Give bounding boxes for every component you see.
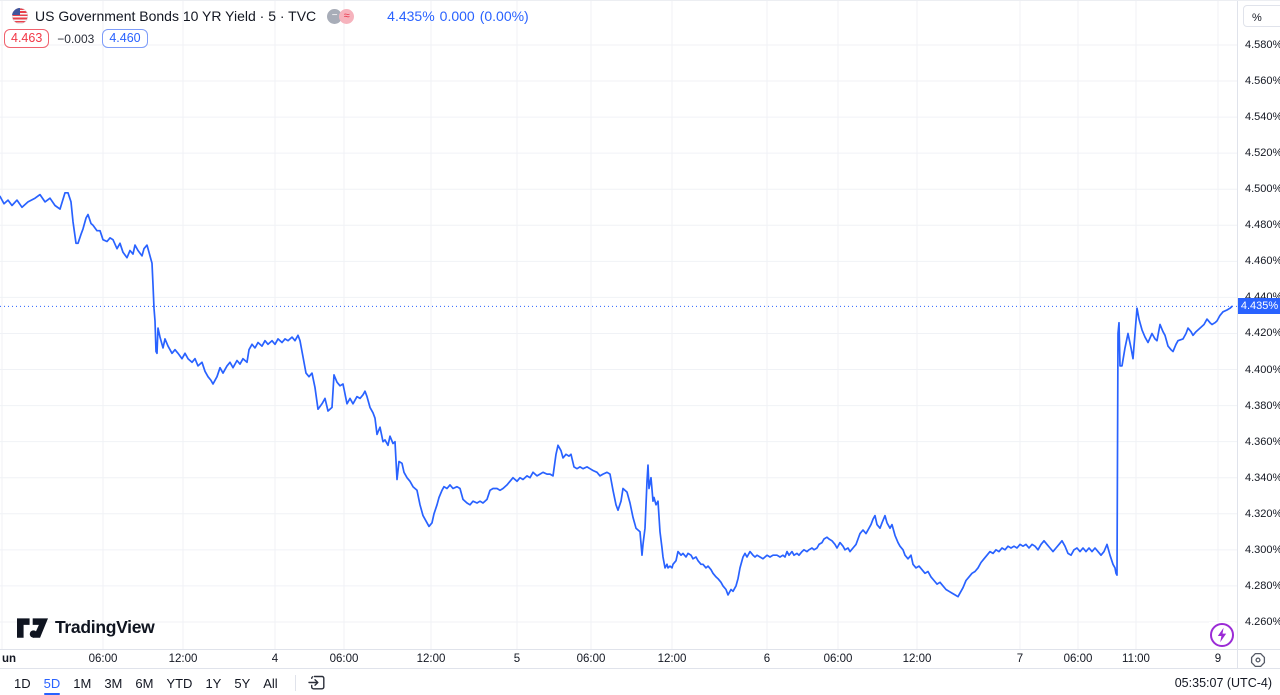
price-axis[interactable]: % 4.580% 4.560% 4.540% 4.520% 4.500% 4.480% 4.… — [1237, 1, 1280, 649]
price-axis-label: 4.500% — [1245, 183, 1280, 196]
hide-source-icon[interactable]: − — [327, 8, 343, 24]
price-axis-label: 4.260% — [1245, 615, 1280, 628]
price-axis-label: 4.540% — [1245, 111, 1280, 124]
price-axis-label: 4.580% — [1245, 38, 1280, 51]
time-axis-label: 06:00 — [329, 653, 359, 665]
gear-icon[interactable] — [1250, 652, 1266, 668]
time-axis-label: 12:00 — [902, 653, 932, 665]
tradingview-logo[interactable]: TradingView — [17, 617, 155, 638]
range-button-3m[interactable]: 3M — [98, 674, 128, 692]
time-axis-label: 5 — [513, 653, 521, 665]
time-axis-label: 9 — [1214, 653, 1222, 665]
approx-source-icon[interactable]: ≈ — [339, 8, 355, 24]
current-price-badge: 4.435% — [1238, 298, 1280, 315]
time-axis-label: 7 — [1016, 653, 1024, 665]
sell-price-button[interactable]: 4.463 — [4, 29, 50, 48]
quote-value: 4.435% — [387, 8, 435, 24]
range-button-1d[interactable]: 1D — [8, 674, 37, 692]
price-axis-label: 4.340% — [1245, 471, 1280, 484]
us-flag-icon — [12, 8, 28, 24]
yield-line-series — [0, 191, 1233, 598]
time-axis-label: 06:00 — [823, 653, 853, 665]
time-axis-label: 06:00 — [576, 653, 606, 665]
buy-price-button[interactable]: 4.460 — [102, 29, 148, 48]
tradingview-logo-icon — [17, 617, 48, 638]
bottom-toolbar: 1D 5D 1M 3M 6M YTD 1Y 5Y All 05:35:07 (UTC-4) — [0, 670, 1280, 695]
time-axis-label: 06:00 — [88, 653, 118, 665]
time-axis-label: 12:00 — [168, 653, 198, 665]
time-axis-label: 12:00 — [657, 653, 687, 665]
time-axis-label: 11:00 — [1122, 653, 1150, 665]
chart-plot-area[interactable] — [0, 1, 1237, 649]
price-axis-label: 4.420% — [1245, 327, 1280, 340]
range-button-6m[interactable]: 6M — [129, 674, 159, 692]
go-to-date-icon[interactable] — [306, 673, 328, 693]
price-axis-label: 4.460% — [1245, 255, 1280, 268]
toolbar-divider — [294, 675, 296, 691]
price-axis-label: 4.380% — [1245, 399, 1280, 412]
axis-corner-divider — [1237, 650, 1238, 669]
price-axis-label: 4.280% — [1245, 579, 1280, 592]
price-axis-label: 4.300% — [1245, 543, 1280, 556]
quote-change-pct: (0.00%) — [479, 8, 529, 24]
price-axis-label: 4.520% — [1245, 147, 1280, 160]
range-button-5d[interactable]: 5D — [38, 674, 67, 695]
price-axis-label: 4.480% — [1245, 219, 1280, 232]
price-axis-label: 4.320% — [1245, 507, 1280, 520]
price-axis-label: 4.560% — [1245, 75, 1280, 88]
time-axis[interactable]: un 06:00 12:00 4 06:00 12:00 5 06:00 12:00 6 06:00… — [0, 649, 1280, 669]
tradingview-logo-text: TradingView — [55, 617, 155, 637]
symbol-legend: US Government Bonds 10 YR Yield · 5 · TV… — [4, 7, 534, 48]
quote-change: 0.000 — [439, 8, 475, 24]
range-button-ytd[interactable]: YTD — [160, 674, 198, 692]
spread-value: −0.003 — [57, 31, 95, 46]
time-axis-label: 12:00 — [416, 653, 446, 665]
clock-display[interactable]: 05:35:07 (UTC-4) — [1174, 676, 1272, 690]
price-axis-unit-button[interactable]: % — [1243, 5, 1280, 27]
time-axis-label: 6 — [763, 653, 771, 665]
price-axis-label: 4.400% — [1245, 363, 1280, 376]
price-axis-label: 4.360% — [1245, 435, 1280, 448]
range-button-all[interactable]: All — [257, 674, 283, 692]
range-button-1y[interactable]: 1Y — [199, 674, 227, 692]
time-axis-label: un — [2, 653, 17, 665]
lightning-icon[interactable] — [1209, 622, 1235, 648]
range-button-1m[interactable]: 1M — [67, 674, 97, 692]
range-button-5y[interactable]: 5Y — [228, 674, 256, 692]
price-chart — [0, 1, 1237, 649]
time-axis-label: 06:00 — [1063, 653, 1093, 665]
last-quote: 4.435% 0.000 (0.00%) — [387, 8, 534, 24]
symbol-title[interactable]: US Government Bonds 10 YR Yield · 5 · TV… — [35, 8, 317, 24]
time-axis-label: 4 — [271, 653, 279, 665]
